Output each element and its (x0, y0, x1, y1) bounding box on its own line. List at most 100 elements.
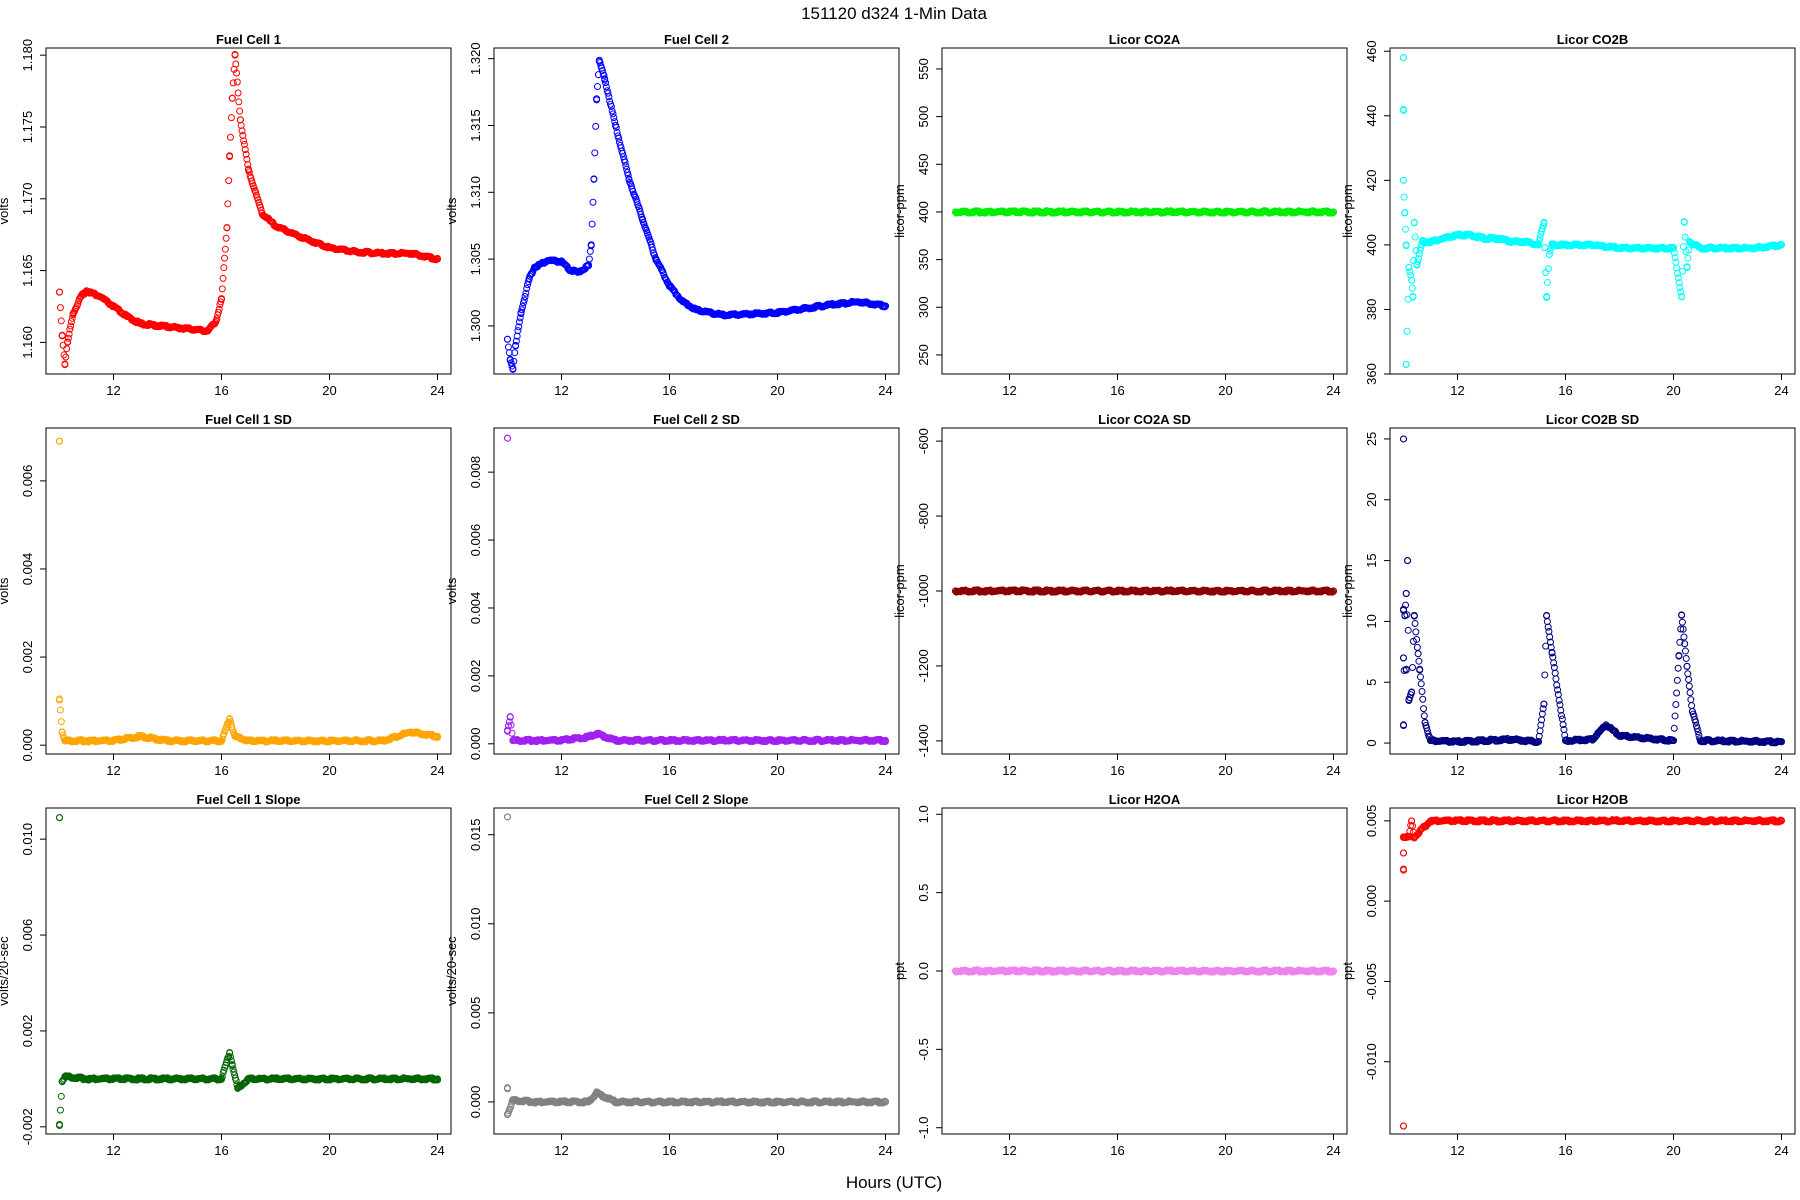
chart-2-point (585, 255, 593, 263)
chart-10-ytick-label: 0.000 (468, 1086, 483, 1119)
chart-7-point (1329, 588, 1337, 596)
chart-1-ylabel: volts (0, 197, 11, 224)
chart-4-point (1643, 244, 1650, 252)
chart-9-point (56, 1106, 64, 1114)
chart-2-point (828, 301, 835, 309)
chart-4-point (1400, 193, 1408, 201)
chart-8-point (1554, 686, 1562, 694)
chart-5-point (56, 695, 63, 703)
chart-1-point (272, 222, 279, 230)
chart-2-plot-frame (493, 47, 900, 375)
chart-7-xtick-label: 24 (1326, 763, 1340, 778)
chart-2-point (562, 261, 570, 269)
chart-2-point (516, 314, 524, 322)
chart-3-point (952, 208, 959, 216)
chart-9-point (164, 1075, 171, 1083)
chart-4-point (1697, 244, 1704, 252)
chart-8-title: Licor CO2B SD (1546, 412, 1639, 427)
chart-8-point (1685, 676, 1693, 684)
chart-2-point (525, 275, 533, 283)
chart-2-point (520, 296, 528, 304)
chart-4-point (1683, 263, 1691, 271)
chart-3-ytick-label: 500 (916, 106, 931, 128)
chart-9-plot-frame (45, 807, 452, 1135)
chart-1-point (252, 191, 260, 199)
chart-6-point (666, 736, 673, 744)
chart-8-point (1404, 626, 1412, 634)
chart-1-xtick-label: 12 (106, 383, 120, 398)
chart-2-point (679, 298, 687, 306)
chart-10-ytick-label: 0.015 (468, 818, 483, 851)
chart-9-point (229, 1065, 237, 1073)
chart-4-point (1440, 234, 1448, 242)
chart-1-point (353, 248, 360, 256)
chart-2-point (588, 220, 596, 228)
chart-3-xtick-label: 20 (1218, 383, 1232, 398)
chart-8-points (1400, 435, 1785, 747)
chart-4-point (1401, 209, 1409, 217)
chart-1-xtick-label: 24 (430, 383, 444, 398)
chart-2-point (624, 171, 632, 179)
chart-8-point (1414, 650, 1422, 658)
chart-6-point (774, 736, 781, 744)
chart-4-point (1670, 249, 1678, 257)
chart-1-point (150, 321, 158, 329)
chart-1-ytick-label: 1.165 (20, 254, 35, 287)
chart-2-point (519, 299, 527, 307)
chart-6-point (612, 736, 619, 744)
chart-9-point (218, 1075, 225, 1083)
chart-4-point (1481, 234, 1488, 242)
chart-4-point (1751, 244, 1758, 252)
chart-4-point (1562, 241, 1569, 249)
chart-2-point (623, 169, 631, 177)
chart-4-point (1403, 327, 1411, 335)
chart-2-point (504, 335, 511, 343)
chart-3-title: Licor CO2A (1109, 32, 1181, 47)
chart-4-points (1400, 54, 1785, 369)
chart-1-xtick-label: 20 (322, 383, 336, 398)
chart-6-point (504, 726, 511, 734)
chart-4-point (1521, 238, 1529, 246)
chart-10-xtick-label: 20 (770, 1143, 784, 1158)
chart-1-point (204, 327, 212, 335)
chart-5-point (61, 737, 69, 745)
chart-7-xtick-label: 16 (1110, 763, 1124, 778)
chart-1-point (58, 331, 66, 339)
chart-10-ytick-label: 0.005 (468, 997, 483, 1030)
chart-1-point (257, 206, 265, 214)
chart-8-point (1412, 628, 1420, 636)
chart-9-point (83, 1075, 90, 1083)
chart-6-point (693, 736, 700, 744)
chart-4-point (1540, 218, 1548, 226)
chart-1-point (67, 318, 75, 326)
chart-8-point (1550, 659, 1558, 667)
chart-1-point (258, 209, 266, 217)
chart-9-point (56, 814, 63, 822)
chart-9-ylabel: volts/20-sec (0, 936, 11, 1006)
chart-3-ylabel: licor-ppm (892, 184, 907, 237)
chart-1-point (407, 249, 414, 257)
chart-4-point (1415, 250, 1423, 258)
chart-9-ytick-label: 0.010 (20, 823, 35, 856)
chart-8-point (1697, 737, 1704, 745)
chart-1-point (255, 199, 263, 207)
chart-5-xtick-label: 24 (430, 763, 444, 778)
chart-6-point (585, 733, 592, 741)
chart-2-point (639, 215, 646, 223)
chart-4-point (1536, 234, 1544, 242)
chart-8-point (1416, 673, 1424, 681)
chart-8-point (1408, 688, 1416, 696)
chart-8-ytick-label: 20 (1364, 493, 1379, 507)
chart-9-point (272, 1075, 279, 1083)
chart-5-point (380, 737, 387, 745)
chart-8-point (1401, 611, 1409, 619)
chart-9-point (226, 1049, 234, 1056)
chart-8-point (1552, 675, 1560, 683)
chart-4-point (1508, 238, 1515, 246)
chart-3-xtick-label: 16 (1110, 383, 1124, 398)
chart-4-ytick-label: 380 (1364, 299, 1379, 321)
